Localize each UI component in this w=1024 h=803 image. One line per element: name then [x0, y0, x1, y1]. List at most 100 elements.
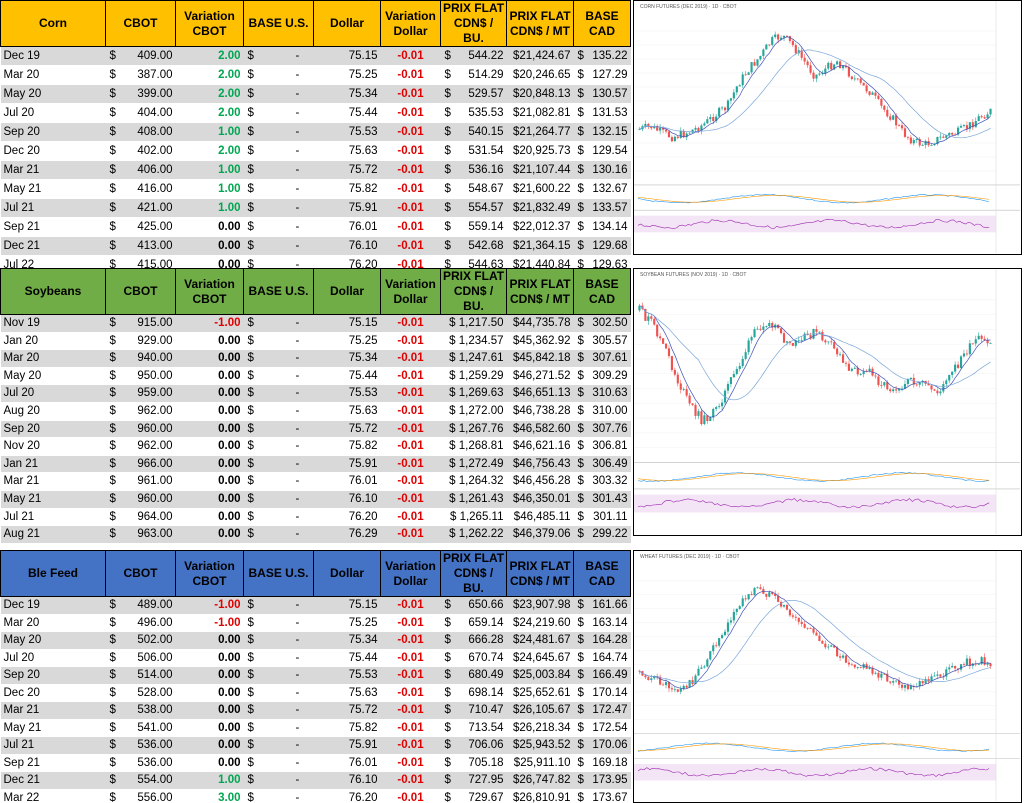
currency-symbol: $ [109, 510, 116, 523]
header-variation-cbot: Variation CBOT [175, 0, 244, 47]
contract-month: Jul 20 [0, 649, 106, 667]
prix-flat-bu-value: $ 1,217.50 [449, 317, 504, 329]
cbot-value: 514.00 [137, 669, 173, 681]
candle-body [738, 366, 741, 369]
cbot-price: $496.00 [105, 614, 176, 632]
currency-symbol: $ [444, 221, 451, 233]
prix-flat-bu-value: $ 1,234.57 [449, 334, 504, 347]
currency-symbol: $ [577, 599, 584, 611]
contract-month: Mar 21 [0, 160, 106, 180]
corn-price-chart[interactable]: CORN FUTURES (DEC 2019) · 1D · CBOT [633, 0, 1022, 255]
candle-body [986, 663, 989, 665]
candle-body [844, 655, 848, 663]
base-us-value: - [295, 791, 300, 803]
candle-body [762, 326, 765, 330]
candle-body [777, 595, 780, 602]
candle-body [694, 675, 697, 684]
candle-body [706, 415, 709, 422]
variation-cbot: 0.00 [175, 736, 244, 755]
base-us: $ - [243, 684, 314, 702]
candle-body [889, 681, 892, 683]
cbot-value: 409.00 [137, 50, 173, 62]
candle-body [892, 115, 895, 120]
variation-cbot: 1.00 [175, 122, 244, 142]
candle-body [780, 601, 783, 607]
candle-body [865, 85, 868, 92]
candle-body [898, 125, 901, 127]
currency-symbol: $ [577, 50, 584, 62]
moving-average-short [639, 590, 991, 690]
candle-body [886, 673, 889, 682]
soybeans-price-chart[interactable]: SOYBEAN FUTURES (NOV 2019) · 1D · CBOT [633, 268, 1022, 536]
currency-symbol: $ [109, 145, 116, 157]
cbot-value: 416.00 [137, 183, 173, 195]
candle-body [939, 136, 942, 138]
macd-signal-line [638, 743, 990, 751]
candle-body [738, 606, 741, 609]
currency-symbol: $ [444, 183, 451, 195]
currency-symbol: $ [247, 240, 254, 252]
prix-flat-mt: $26,810.91 [506, 789, 574, 803]
contract-month: Mar 22 [0, 789, 106, 803]
prix-flat-bu-value: 548.67 [468, 183, 504, 195]
header-base-cad: BASE CAD [573, 268, 631, 315]
currency-symbol: $ [247, 651, 254, 664]
header-variation-cbot-line-2: CBOT [192, 291, 227, 306]
variation-cbot: 0.00 [175, 684, 244, 702]
header-prix-flat-bu: PRIX FLAT CDN$ / BU. [440, 0, 507, 47]
currency-symbol: $ [247, 404, 254, 417]
candle-body [859, 78, 862, 83]
prix-flat-bu: $705.18 [440, 754, 507, 772]
base-cad: $135.22 [573, 46, 631, 66]
candle-body [980, 335, 983, 339]
prix-flat-bu: $ 1,234.57 [440, 332, 507, 351]
rsi-line [637, 767, 990, 777]
base-us: $ - [243, 754, 314, 772]
currency-symbol: $ [577, 510, 584, 523]
base-cad: $301.11 [573, 508, 631, 527]
candle-body [706, 119, 709, 124]
candle-body [756, 59, 759, 66]
currency-symbol: $ [444, 704, 451, 716]
prix-flat-mt: $25,943.52 [506, 736, 574, 755]
candle-body [948, 132, 951, 136]
variation-dollar: -0.01 [380, 684, 441, 702]
candle-body [685, 389, 688, 396]
candle-body [853, 78, 856, 80]
candle-body [706, 659, 709, 667]
table-row: Sep 21 $536.00 0.00 $ -76.01 -0.01 $705.18 $25,… [0, 754, 631, 772]
corn-table: Corn CBOT Variation CBOT BASE U.S. Dollar Vari… [0, 0, 631, 275]
candle-body [924, 140, 927, 146]
candle-body [983, 657, 986, 665]
variation-cbot: 2.00 [175, 84, 244, 104]
prix-flat-bu-value: 705.18 [468, 756, 504, 769]
currency-symbol: $ [109, 404, 116, 417]
header-prix-flat-mt-line-1: PRIX FLAT [509, 8, 571, 23]
cbot-value: 929.00 [137, 334, 173, 347]
base-cad-value: 307.61 [592, 352, 628, 365]
candle-body [856, 367, 859, 375]
base-cad: $307.61 [573, 349, 631, 368]
currency-symbol: $ [577, 145, 584, 157]
candle-body [659, 676, 662, 685]
variation-dollar: -0.01 [380, 789, 441, 803]
variation-dollar: -0.01 [380, 736, 441, 755]
dollar-rate: 75.15 [313, 46, 381, 66]
currency-symbol: $ [109, 240, 116, 252]
variation-dollar: -0.01 [380, 217, 441, 237]
variation-cbot: 0.00 [175, 719, 244, 737]
currency-symbol: $ [247, 739, 254, 751]
candle-body [839, 656, 842, 658]
candle-body [664, 343, 668, 349]
ble-price-chart[interactable]: WHEAT FUTURES (DEC 2019) · 1D · CBOT [633, 550, 1022, 803]
candle-body [688, 395, 691, 404]
currency-symbol: $ [109, 756, 116, 769]
cbot-value: 536.00 [137, 756, 173, 769]
currency-symbol: $ [247, 669, 254, 681]
candle-body [856, 78, 859, 80]
header-variation-dollar: Variation Dollar [380, 268, 441, 315]
prix-flat-bu: $ 1,269.63 [440, 384, 507, 403]
base-us: $ - [243, 596, 314, 615]
cbot-value: 538.00 [137, 704, 173, 716]
base-cad: $163.14 [573, 614, 631, 632]
